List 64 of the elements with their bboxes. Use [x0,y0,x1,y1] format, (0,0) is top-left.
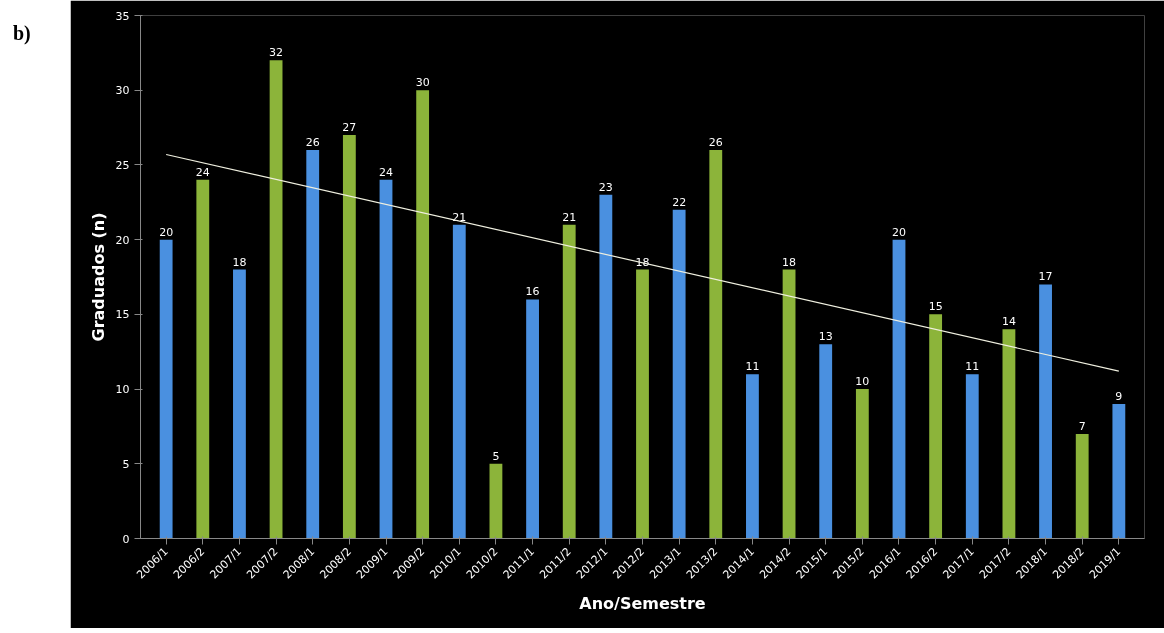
bar [1112,404,1126,539]
data-label: 22 [672,195,687,209]
y-tick-label: 0 [122,532,130,546]
data-label: 21 [562,210,577,224]
bar [159,239,173,539]
bar [819,344,833,539]
data-label: 26 [305,135,320,149]
y-tick-label: 15 [115,308,130,322]
y-tick-label: 30 [115,84,130,98]
bar [929,314,943,539]
data-label: 23 [598,180,613,194]
bar [269,60,283,539]
bar [1075,433,1089,539]
data-label: 18 [232,255,247,269]
bar [196,179,210,539]
data-label: 26 [708,135,723,149]
bar [672,209,686,539]
data-label: 24 [379,165,394,179]
bar [562,224,576,539]
data-label: 7 [1078,419,1086,433]
bar [1002,329,1016,539]
data-label: 11 [745,360,760,374]
y-axis-title: Graduados (n) [88,212,108,342]
data-label: 18 [782,255,797,269]
data-label: 30 [415,76,430,90]
data-label: 32 [269,46,284,60]
bar [489,463,503,539]
bar [233,269,246,539]
data-label: 20 [892,225,906,239]
y-tick-label: 25 [115,158,130,172]
y-tick-label: 10 [115,383,130,397]
bar [526,299,539,539]
bar [452,224,466,539]
bar [892,239,906,539]
y-tick-label: 20 [115,233,130,247]
data-label: 20 [159,225,174,239]
y-tick-label: 5 [122,457,130,471]
bar [746,374,759,539]
bar [709,149,723,539]
bar [416,90,430,539]
data-label: 17 [1038,270,1053,284]
data-label: 11 [965,360,980,374]
bar [1039,284,1052,539]
data-label: 14 [1001,315,1016,329]
bar [599,194,613,539]
x-axis-title: Ano/Semestre [579,594,706,614]
text: b) [13,21,31,46]
bar [782,269,796,539]
data-label: 27 [342,121,357,135]
bar [965,374,979,539]
data-label: 24 [195,165,210,179]
y-tick-label: 35 [115,9,130,23]
data-label: 9 [1115,390,1123,404]
bar [855,389,869,539]
bar [379,179,393,539]
data-label: 16 [525,285,540,299]
data-label: 21 [452,210,467,224]
bar [636,269,649,539]
data-label: 10 [855,375,870,389]
data-label: 15 [928,300,943,314]
bar [306,149,320,539]
data-label: 13 [818,330,833,344]
bar [342,135,356,539]
data-label: 5 [492,449,500,463]
